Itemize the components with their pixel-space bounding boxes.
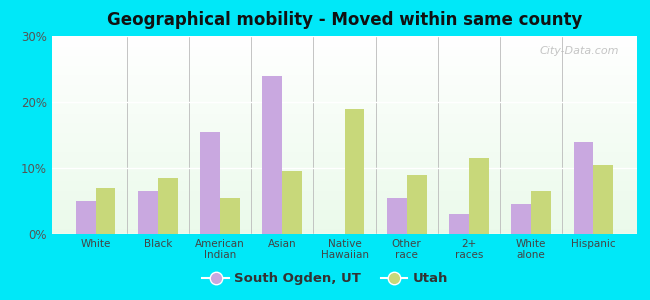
Bar: [220, 198, 240, 234]
Bar: [138, 191, 158, 234]
Bar: [282, 171, 302, 234]
Bar: [387, 198, 407, 234]
Legend: South Ogden, UT, Utah: South Ogden, UT, Utah: [197, 267, 453, 290]
Bar: [469, 158, 489, 234]
Bar: [407, 175, 426, 234]
Bar: [75, 201, 96, 234]
Text: City-Data.com: City-Data.com: [540, 46, 619, 56]
Title: Geographical mobility - Moved within same county: Geographical mobility - Moved within sam…: [107, 11, 582, 29]
Bar: [573, 142, 593, 234]
Bar: [96, 188, 116, 234]
Bar: [531, 191, 551, 234]
Bar: [200, 132, 220, 234]
Bar: [593, 165, 614, 234]
Bar: [344, 109, 365, 234]
Bar: [158, 178, 177, 234]
Bar: [512, 204, 531, 234]
Bar: [263, 76, 282, 234]
Bar: [449, 214, 469, 234]
